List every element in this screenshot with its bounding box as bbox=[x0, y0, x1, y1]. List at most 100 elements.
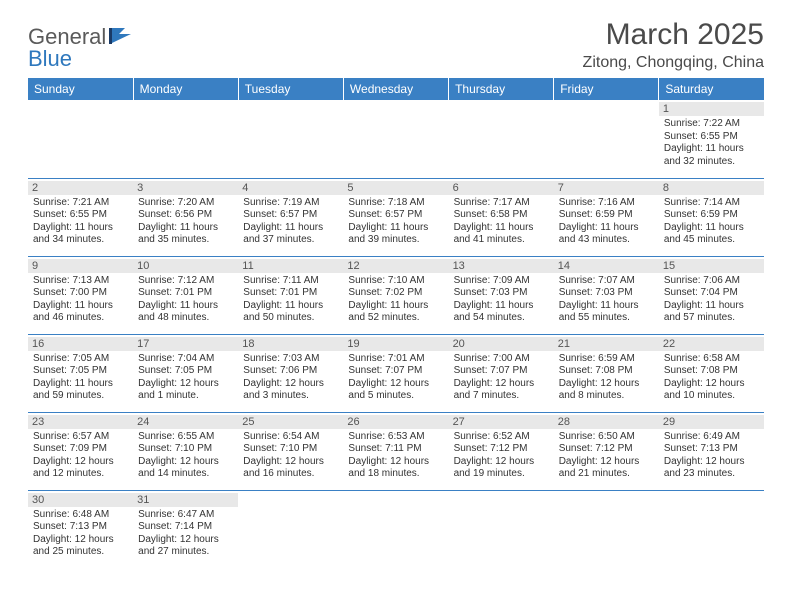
day-number: 7 bbox=[554, 181, 659, 195]
calendar-cell: 6 Sunrise: 7:17 AMSunset: 6:58 PMDaylight… bbox=[449, 178, 554, 256]
calendar-cell: 23 Sunrise: 6:57 AMSunset: 7:09 PMDayligh… bbox=[28, 412, 133, 490]
day-number: 5 bbox=[343, 181, 448, 195]
title-block: March 2025 Zitong, Chongqing, China bbox=[583, 18, 764, 72]
flag-icon bbox=[109, 26, 131, 44]
day-number: 31 bbox=[133, 493, 238, 507]
calendar-cell bbox=[28, 100, 133, 178]
calendar-cell bbox=[238, 490, 343, 568]
day-number: 19 bbox=[343, 337, 448, 351]
calendar-cell bbox=[449, 490, 554, 568]
solar-info: Sunrise: 7:06 AMSunset: 7:04 PMDaylight:… bbox=[664, 275, 759, 325]
day-number: 20 bbox=[449, 337, 554, 351]
calendar-body: 1Sunrise: 7:22 AMSunset: 6:55 PMDaylight… bbox=[28, 100, 764, 568]
calendar-cell: 3Sunrise: 7:20 AMSunset: 6:56 PMDaylight… bbox=[133, 178, 238, 256]
solar-info: Sunrise: 6:53 AMSunset: 7:11 PMDaylight:… bbox=[348, 431, 443, 481]
solar-info: Sunrise: 6:59 AMSunset: 7:08 PMDaylight:… bbox=[559, 353, 654, 403]
day-number: 29 bbox=[659, 415, 764, 429]
calendar-cell bbox=[343, 490, 448, 568]
day-number: 30 bbox=[28, 493, 133, 507]
solar-info: Sunrise: 6:48 AMSunset: 7:13 PMDaylight:… bbox=[33, 509, 128, 559]
day-number: 21 bbox=[554, 337, 659, 351]
solar-info: Sunrise: 7:14 AMSunset: 6:59 PMDaylight:… bbox=[664, 197, 759, 247]
solar-info: Sunrise: 6:55 AMSunset: 7:10 PMDaylight:… bbox=[138, 431, 233, 481]
calendar-cell bbox=[554, 490, 659, 568]
calendar-table: Sunday Monday Tuesday Wednesday Thursday… bbox=[28, 78, 764, 568]
solar-info: Sunrise: 7:18 AMSunset: 6:57 PMDaylight:… bbox=[348, 197, 443, 247]
solar-info: Sunrise: 7:17 AMSunset: 6:58 PMDaylight:… bbox=[454, 197, 549, 247]
solar-info: Sunrise: 7:11 AMSunset: 7:01 PMDaylight:… bbox=[243, 275, 338, 325]
day-number: 2 bbox=[28, 181, 133, 195]
month-title: March 2025 bbox=[583, 18, 764, 52]
calendar-head: Sunday Monday Tuesday Wednesday Thursday… bbox=[28, 78, 764, 100]
calendar-cell: 30 Sunrise: 6:48 AMSunset: 7:13 PMDayligh… bbox=[28, 490, 133, 568]
day-number: 12 bbox=[343, 259, 448, 273]
solar-info: Sunrise: 6:58 AMSunset: 7:08 PMDaylight:… bbox=[664, 353, 759, 403]
calendar-cell: 28 Sunrise: 6:50 AMSunset: 7:12 PMDayligh… bbox=[554, 412, 659, 490]
day-number: 15 bbox=[659, 259, 764, 273]
calendar-cell: 7 Sunrise: 7:16 AMSunset: 6:59 PMDaylight… bbox=[554, 178, 659, 256]
solar-info: Sunrise: 7:07 AMSunset: 7:03 PMDaylight:… bbox=[559, 275, 654, 325]
calendar-cell: 20 Sunrise: 7:00 AMSunset: 7:07 PMDayligh… bbox=[449, 334, 554, 412]
calendar-cell bbox=[133, 100, 238, 178]
day-number: 26 bbox=[343, 415, 448, 429]
calendar-cell: 11Sunrise: 7:11 AMSunset: 7:01 PMDayligh… bbox=[238, 256, 343, 334]
weekday-header: Saturday bbox=[659, 78, 764, 100]
calendar-cell: 24Sunrise: 6:55 AMSunset: 7:10 PMDayligh… bbox=[133, 412, 238, 490]
weekday-header: Monday bbox=[133, 78, 238, 100]
solar-info: Sunrise: 6:47 AMSunset: 7:14 PMDaylight:… bbox=[138, 509, 233, 559]
solar-info: Sunrise: 7:21 AMSunset: 6:55 PMDaylight:… bbox=[33, 197, 128, 247]
day-number: 27 bbox=[449, 415, 554, 429]
calendar-cell: 8Sunrise: 7:14 AMSunset: 6:59 PMDaylight… bbox=[659, 178, 764, 256]
solar-info: Sunrise: 7:01 AMSunset: 7:07 PMDaylight:… bbox=[348, 353, 443, 403]
calendar-cell bbox=[554, 100, 659, 178]
calendar-cell: 14Sunrise: 7:07 AMSunset: 7:03 PMDayligh… bbox=[554, 256, 659, 334]
calendar-cell bbox=[659, 490, 764, 568]
solar-info: Sunrise: 7:16 AMSunset: 6:59 PMDaylight:… bbox=[559, 197, 654, 247]
calendar-cell: 12 Sunrise: 7:10 AMSunset: 7:02 PMDayligh… bbox=[343, 256, 448, 334]
weekday-header: Sunday bbox=[28, 78, 133, 100]
calendar-cell: 19 Sunrise: 7:01 AMSunset: 7:07 PMDayligh… bbox=[343, 334, 448, 412]
solar-info: Sunrise: 7:03 AMSunset: 7:06 PMDaylight:… bbox=[243, 353, 338, 403]
calendar-cell: 26 Sunrise: 6:53 AMSunset: 7:11 PMDayligh… bbox=[343, 412, 448, 490]
day-number: 23 bbox=[28, 415, 133, 429]
calendar-cell: 31 Sunrise: 6:47 AMSunset: 7:14 PMDayligh… bbox=[133, 490, 238, 568]
solar-info: Sunrise: 7:00 AMSunset: 7:07 PMDaylight:… bbox=[454, 353, 549, 403]
page-header: General March 2025 Zitong, Chongqing, Ch… bbox=[28, 18, 764, 72]
solar-info: Sunrise: 7:19 AMSunset: 6:57 PMDaylight:… bbox=[243, 197, 338, 247]
calendar-cell: 13Sunrise: 7:09 AMSunset: 7:03 PMDayligh… bbox=[449, 256, 554, 334]
logo-text-blue: Blue bbox=[28, 46, 72, 71]
solar-info: Sunrise: 6:49 AMSunset: 7:13 PMDaylight:… bbox=[664, 431, 759, 481]
solar-info: Sunrise: 6:50 AMSunset: 7:12 PMDaylight:… bbox=[559, 431, 654, 481]
day-number: 28 bbox=[554, 415, 659, 429]
solar-info: Sunrise: 6:52 AMSunset: 7:12 PMDaylight:… bbox=[454, 431, 549, 481]
weekday-header: Tuesday bbox=[238, 78, 343, 100]
calendar-cell: 25Sunrise: 6:54 AMSunset: 7:10 PMDayligh… bbox=[238, 412, 343, 490]
solar-info: Sunrise: 7:20 AMSunset: 6:56 PMDaylight:… bbox=[138, 197, 233, 247]
calendar-cell: 15 Sunrise: 7:06 AMSunset: 7:04 PMDayligh… bbox=[659, 256, 764, 334]
calendar-cell: 27 Sunrise: 6:52 AMSunset: 7:12 PMDayligh… bbox=[449, 412, 554, 490]
calendar-cell: 21 Sunrise: 6:59 AMSunset: 7:08 PMDayligh… bbox=[554, 334, 659, 412]
weekday-header: Friday bbox=[554, 78, 659, 100]
calendar-cell bbox=[449, 100, 554, 178]
day-number: 16 bbox=[28, 337, 133, 351]
day-number: 6 bbox=[449, 181, 554, 195]
calendar-cell: 5 Sunrise: 7:18 AMSunset: 6:57 PMDaylight… bbox=[343, 178, 448, 256]
day-number: 9 bbox=[28, 259, 133, 273]
weekday-header: Thursday bbox=[449, 78, 554, 100]
solar-info: Sunrise: 7:12 AMSunset: 7:01 PMDaylight:… bbox=[138, 275, 233, 325]
calendar-cell: 17 Sunrise: 7:04 AMSunset: 7:05 PMDayligh… bbox=[133, 334, 238, 412]
solar-info: Sunrise: 6:57 AMSunset: 7:09 PMDaylight:… bbox=[33, 431, 128, 481]
day-number: 1 bbox=[659, 102, 764, 116]
solar-info: Sunrise: 7:10 AMSunset: 7:02 PMDaylight:… bbox=[348, 275, 443, 325]
calendar-cell: 18 Sunrise: 7:03 AMSunset: 7:06 PMDayligh… bbox=[238, 334, 343, 412]
solar-info: Sunrise: 7:09 AMSunset: 7:03 PMDaylight:… bbox=[454, 275, 549, 325]
calendar-cell: 29 Sunrise: 6:49 AMSunset: 7:13 PMDayligh… bbox=[659, 412, 764, 490]
day-number: 22 bbox=[659, 337, 764, 351]
solar-info: Sunrise: 7:13 AMSunset: 7:00 PMDaylight:… bbox=[33, 275, 128, 325]
day-number: 17 bbox=[133, 337, 238, 351]
weekday-header: Wednesday bbox=[343, 78, 448, 100]
location: Zitong, Chongqing, China bbox=[583, 54, 764, 72]
solar-info: Sunrise: 7:04 AMSunset: 7:05 PMDaylight:… bbox=[138, 353, 233, 403]
calendar-cell bbox=[238, 100, 343, 178]
day-number: 18 bbox=[238, 337, 343, 351]
